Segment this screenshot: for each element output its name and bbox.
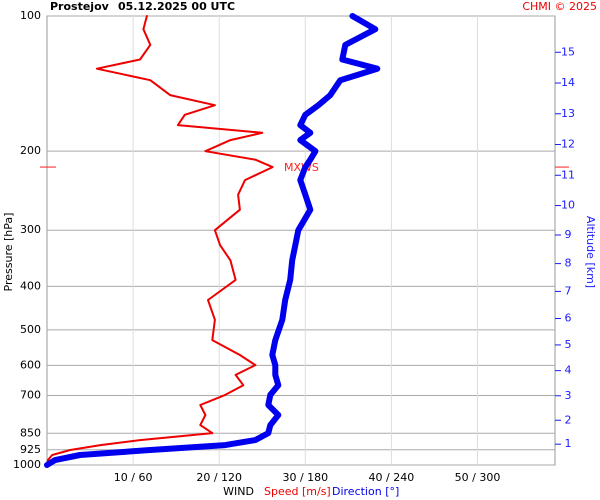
y2-tick-label: 11 [561,168,575,181]
x-tick-label: 40 / 240 [369,471,415,484]
series-line [46,15,274,466]
y2-tick-label: 7 [565,284,572,297]
y2-tick-label: 3 [565,389,572,402]
x-tick-label: 50 / 300 [455,471,501,484]
y2-tick-label: 9 [565,228,572,241]
y-tick-label: 400 [20,279,41,292]
y2-tick-label: 5 [565,338,572,351]
legend-entry: Speed [m/s] [264,485,331,498]
y2-tick-label: 1 [565,437,572,450]
y-tick-label: 700 [20,388,41,401]
y2-axis-label: Altitude [km] [584,216,597,288]
x-tick-label: 20 / 120 [196,471,242,484]
y-axis-label: Pressure [hPa] [2,213,15,292]
y2-tick-label: 12 [561,138,575,151]
chart-title: 05.12.2025 00 UTC [118,0,235,13]
y2-tick-label: 8 [565,257,572,270]
y2-tick-label: 2 [565,413,572,426]
y2-tick-label: 6 [565,312,572,325]
y-tick-label: 600 [20,358,41,371]
credit: CHMI © 2025 [522,0,597,13]
y-tick-label: 925 [20,443,41,456]
x-tick-label: 30 / 180 [282,471,328,484]
y-tick-label: 1000 [13,458,41,471]
series-line [44,13,381,468]
y2-tick-label: 10 [561,199,575,212]
y2-tick-label: 15 [561,45,575,58]
y-tick-label: 300 [20,223,41,236]
y-tick-label: 200 [20,144,41,157]
x-tick-label: 10 / 60 [114,471,153,484]
y-tick-label: 100 [20,9,41,22]
y-tick-label: 500 [20,323,41,336]
x-axis-label: WIND [223,485,254,498]
legend-entry: Direction [°] [332,485,399,498]
y2-tick-label: 4 [565,364,572,377]
plot-frame [46,15,556,466]
station: Prostejov [50,0,110,13]
y-tick-label: 850 [20,426,41,439]
y2-tick-label: 13 [561,107,575,120]
y2-tick-label: 14 [561,76,575,89]
